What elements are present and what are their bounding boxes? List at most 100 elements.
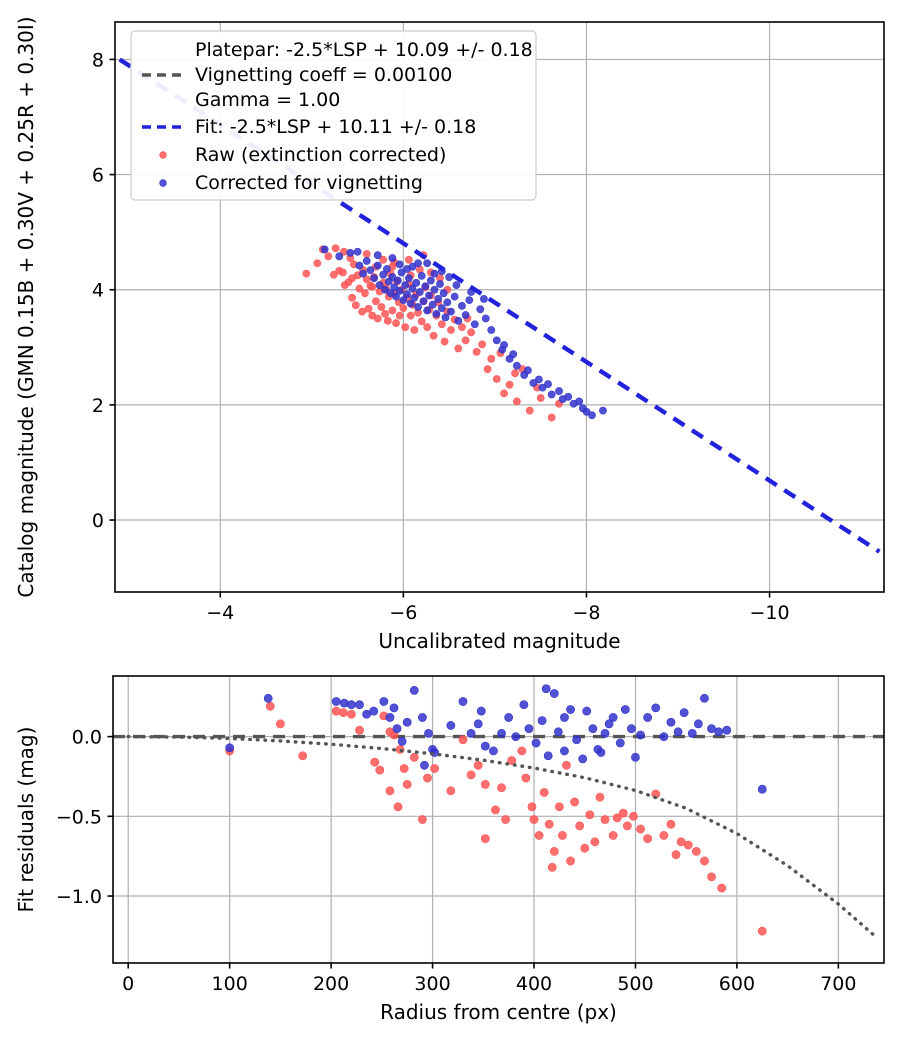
data-point	[596, 748, 606, 757]
data-point	[627, 724, 636, 734]
data-point	[381, 310, 389, 318]
data-point	[487, 354, 496, 363]
yaxis-label-top: Catalog magnitude (GMN 0.15B + 0.30V + 0…	[14, 16, 38, 597]
data-point	[450, 292, 459, 301]
data-point	[404, 255, 413, 264]
data-point	[346, 709, 356, 719]
data-point	[575, 397, 584, 406]
data-point	[507, 756, 517, 765]
data-point	[461, 336, 470, 345]
data-point	[373, 314, 382, 323]
data-point	[404, 274, 413, 283]
data-point	[683, 840, 693, 850]
data-point	[622, 821, 632, 831]
xtick-label: 0	[122, 973, 134, 995]
data-point	[372, 297, 380, 306]
data-point	[351, 301, 360, 310]
data-point	[566, 856, 575, 866]
data-point	[410, 326, 419, 334]
data-point	[331, 244, 340, 253]
data-point	[403, 265, 411, 273]
data-point	[555, 387, 563, 395]
data-point	[373, 261, 382, 270]
data-point	[392, 319, 400, 328]
data-point	[666, 717, 676, 727]
data-point	[329, 270, 338, 279]
data-point	[757, 926, 767, 936]
data-point	[423, 306, 432, 315]
data-point	[415, 288, 424, 296]
data-point	[389, 703, 399, 713]
xtick-label: −4	[206, 602, 234, 624]
data-point	[529, 379, 538, 387]
data-point	[615, 738, 625, 748]
data-point	[421, 282, 430, 291]
data-point	[339, 698, 349, 708]
data-point	[426, 276, 435, 285]
data-point	[393, 802, 403, 812]
data-point	[519, 700, 529, 710]
data-point	[409, 752, 419, 762]
data-point	[375, 281, 384, 290]
data-point	[604, 719, 614, 729]
data-point	[465, 296, 474, 304]
data-point	[700, 856, 709, 866]
data-point	[481, 314, 490, 323]
data-point	[525, 406, 534, 415]
data-point	[717, 883, 727, 893]
data-point	[428, 300, 437, 309]
data-point	[419, 297, 428, 306]
data-point	[399, 304, 408, 313]
data-point	[549, 689, 559, 698]
data-point	[392, 724, 402, 734]
data-point	[473, 719, 483, 729]
data-point	[370, 757, 380, 767]
data-point	[458, 301, 466, 310]
data-point	[320, 245, 329, 254]
data-point	[406, 311, 415, 320]
vignetting-model-curve	[126, 734, 876, 937]
data-point	[447, 307, 455, 316]
data-point	[441, 313, 450, 322]
data-point	[564, 392, 573, 401]
data-point	[425, 291, 433, 300]
data-point	[437, 320, 446, 329]
data-point	[504, 713, 514, 722]
data-point	[511, 732, 521, 741]
data-point	[600, 729, 610, 738]
data-point	[478, 340, 487, 349]
data-point	[423, 323, 432, 332]
data-point	[666, 819, 676, 829]
data-point	[331, 697, 341, 706]
data-point	[423, 259, 432, 268]
axes-spines-top	[114, 21, 885, 593]
data-point	[590, 837, 600, 847]
data-point	[324, 252, 333, 261]
data-point	[397, 736, 407, 746]
data-point	[373, 251, 382, 260]
data-point	[501, 815, 510, 824]
data-point	[492, 375, 501, 383]
xtick-label: 700	[820, 973, 856, 995]
data-point	[558, 831, 567, 840]
data-point	[536, 394, 545, 402]
data-point	[707, 872, 716, 882]
data-point	[338, 708, 348, 718]
data-point	[659, 732, 669, 741]
data-point	[549, 846, 559, 856]
data-point	[636, 824, 645, 834]
data-point	[385, 713, 395, 722]
data-point	[454, 344, 463, 353]
data-point	[418, 713, 427, 722]
data-point	[483, 365, 492, 374]
data-point	[618, 808, 628, 818]
data-point	[523, 366, 532, 375]
data-point	[588, 411, 596, 420]
data-point	[700, 693, 709, 703]
data-point	[714, 727, 724, 737]
data-point	[553, 727, 563, 737]
data-point	[424, 729, 433, 738]
ytick-label: 0.0	[72, 727, 102, 749]
xtick-label: 400	[516, 973, 552, 995]
data-point	[620, 705, 630, 714]
